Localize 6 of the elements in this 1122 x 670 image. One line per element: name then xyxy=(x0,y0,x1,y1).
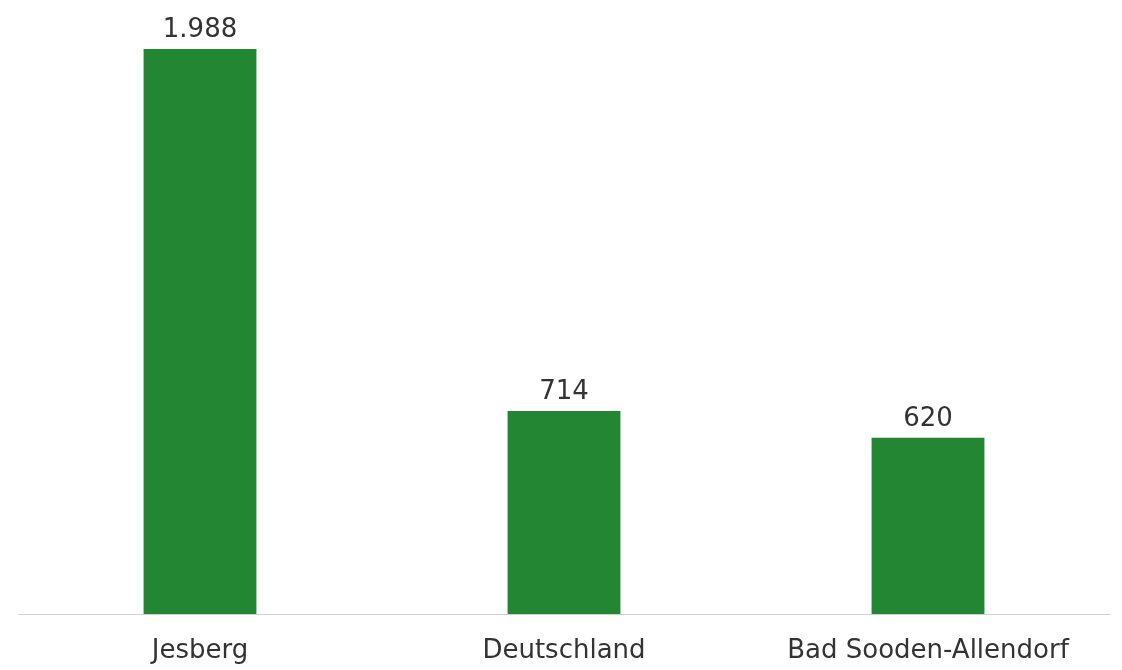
x-tick-label: Deutschland xyxy=(482,633,646,664)
data-label: 714 xyxy=(539,375,589,406)
data-label: 1.988 xyxy=(162,13,238,43)
x-tick-label: Bad Sooden-Allendorf xyxy=(787,633,1070,664)
data-label: 620 xyxy=(903,401,953,432)
x-tick-label: Jesberg xyxy=(149,633,249,664)
